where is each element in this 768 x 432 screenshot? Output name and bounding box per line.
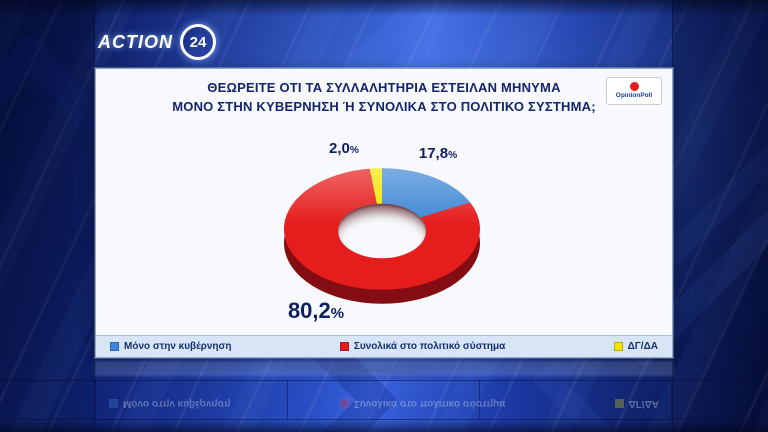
value-government: 17,8 <box>418 145 449 162</box>
bg-side-shade-right <box>672 0 768 432</box>
bg-tick-4 <box>671 380 672 419</box>
bg-tick-3 <box>479 380 480 419</box>
legend-item-system: Συνολικά στο πολιτικό σύστημα <box>339 341 506 352</box>
legend-label-system: Συνολικά στο πολιτικό σύστημα <box>353 341 506 352</box>
bg-horizontal-line-lower <box>0 419 768 420</box>
reflection-legend-item-dgda: ΔΓ/ΔΑ <box>614 398 659 410</box>
reflection-swatch-blue <box>109 399 118 409</box>
pollster-logo-text: OpinionPoll <box>615 92 653 100</box>
reflection-legend-item-system: Συνολικά στο πολιτικό σύστημα <box>339 398 506 410</box>
reflection-strip <box>95 361 673 376</box>
pollster-logo-dot-icon <box>629 82 639 92</box>
poll-panel: ΘΕΩΡΕΙΤΕ ΟΤΙ ΤΑ ΣΥΛΛΑΛΗΤΗΡΙΑ ΕΣΤΕΙΛΑΝ ΜΗ… <box>95 68 673 383</box>
bg-horizontal-line-upper <box>0 380 768 381</box>
bg-shade-top <box>0 0 768 16</box>
legend-label-government: Μόνο στην κυβέρνηση <box>124 341 232 352</box>
legend-item-government: Μόνο στην κυβέρνηση <box>110 341 231 352</box>
donut-chart <box>284 131 480 327</box>
donut-hole <box>338 203 426 259</box>
channel-logo: ACTION 24 <box>98 24 216 60</box>
channel-logo-circle: 24 <box>180 24 216 60</box>
poll-question-line2: ΜΟΝΟ ΣΤΗΝ ΚΥΒΕΡΝΗΣΗ Ή ΣΥΝΟΛΙΚΑ ΣΤΟ ΠΟΛΙΤ… <box>172 98 596 114</box>
reflection-label-dgda: ΔΓ/ΔΑ <box>628 398 659 410</box>
percent-sign-dgda: % <box>349 145 359 156</box>
value-label-system: 80,2% <box>268 298 364 324</box>
value-system: 80,2 <box>287 298 331 323</box>
reflection-swatch-red <box>339 399 349 409</box>
legend-swatch-red <box>339 342 349 351</box>
bg-shade-bottom <box>0 420 768 432</box>
reflection-label-government: Μόνο στην κυβέρνηση <box>123 398 231 410</box>
percent-sign-system: % <box>330 305 345 322</box>
channel-logo-text: ACTION <box>98 31 173 52</box>
bg-vertical-line-left <box>94 0 95 432</box>
bg-tick-1 <box>95 380 96 419</box>
channel-logo-number: 24 <box>189 33 207 51</box>
poll-question: ΘΕΩΡΕΙΤΕ ΟΤΙ ΤΑ ΣΥΛΛΑΛΗΤΗΡΙΑ ΕΣΤΕΙΛΑΝ ΜΗ… <box>96 79 672 117</box>
reflection-label-system: Συνολικά στο πολιτικό σύστημα <box>353 398 506 410</box>
chart-legend: Μόνο στην κυβέρνηση Συνολικά στο πολιτικ… <box>96 335 672 357</box>
percent-sign-government: % <box>448 150 458 161</box>
reflection-swatch-yellow <box>614 399 624 409</box>
reflection-legend: Μόνο στην κυβέρνηση Συνολικά στο πολιτικ… <box>95 394 673 414</box>
poll-question-line1: ΘΕΩΡΕΙΤΕ ΟΤΙ ΤΑ ΣΥΛΛΑΛΗΤΗΡΙΑ ΕΣΤΕΙΛΑΝ ΜΗ… <box>207 80 561 95</box>
bg-side-shade-left <box>0 0 95 432</box>
legend-item-dgda: ΔΓ/ΔΑ <box>613 341 658 352</box>
bg-tick-2 <box>287 380 288 419</box>
pollster-logo: OpinionPoll <box>606 77 662 105</box>
donut-floor-shadow <box>276 357 488 383</box>
value-label-government: 17,8% <box>401 145 475 162</box>
legend-swatch-blue <box>110 342 119 351</box>
value-label-dgda: 2,0% <box>309 140 379 157</box>
legend-label-dgda: ΔΓ/ΔΑ <box>627 341 658 352</box>
reflection-legend-item-government: Μόνο στην κυβέρνηση <box>109 399 230 410</box>
legend-swatch-yellow <box>613 342 623 351</box>
value-dgda: 2,0 <box>329 140 350 157</box>
